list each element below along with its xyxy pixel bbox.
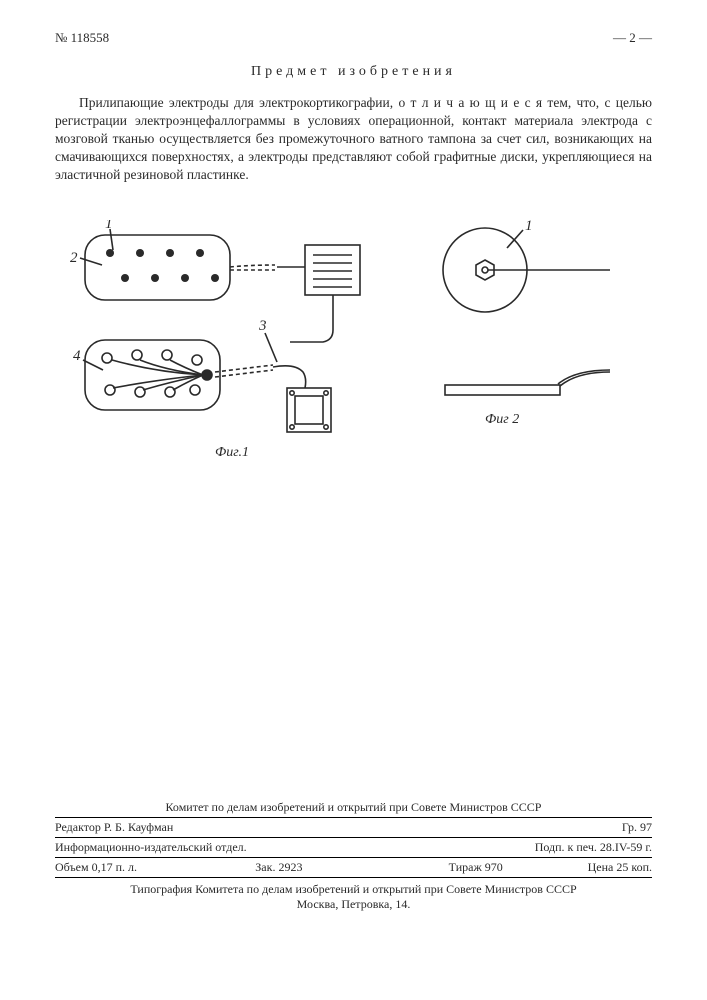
footer-order: Зак. 2923 <box>204 860 353 875</box>
body-paragraph: Прилипающие электроды для электрокортико… <box>55 94 652 185</box>
footer-signdate: Подп. к печ. 28.IV-59 г. <box>535 840 652 855</box>
page-indicator: — 2 — <box>613 30 652 46</box>
footer-price: Цена 25 коп. <box>503 860 652 875</box>
fig-callout-4: 4 <box>73 348 81 364</box>
doc-number: № 118558 <box>55 30 109 46</box>
footer-block: Комитет по делам изобретений и открытий … <box>55 800 652 912</box>
fig-callout-1a: 1 <box>105 220 113 232</box>
footer-volume: Объем 0,17 п. л. <box>55 860 204 875</box>
figures-svg: 1 2 3 4 1 <box>55 220 655 480</box>
footer-typography: Типография Комитета по делам изобретений… <box>55 882 652 897</box>
footer-committee: Комитет по делам изобретений и открытий … <box>55 800 652 815</box>
section-title: Предмет изобретения <box>55 64 652 80</box>
footer-address: Москва, Петровка, 14. <box>55 897 652 912</box>
fig-callout-2: 2 <box>70 250 78 266</box>
figure-area: 1 2 3 4 1 Фиг.1 Фиг 2 <box>55 220 652 480</box>
fig2-caption: Фиг 2 <box>485 412 519 428</box>
fig-callout-3: 3 <box>258 318 267 334</box>
footer-dept: Информационно-издательский отдел. <box>55 840 247 855</box>
fig-callout-1b: 1 <box>525 220 533 234</box>
footer-group: Гр. 97 <box>622 820 652 835</box>
fig1-caption: Фиг.1 <box>215 445 249 461</box>
footer-editor: Редактор Р. Б. Кауфман <box>55 820 173 835</box>
footer-print-run: Тираж 970 <box>354 860 503 875</box>
